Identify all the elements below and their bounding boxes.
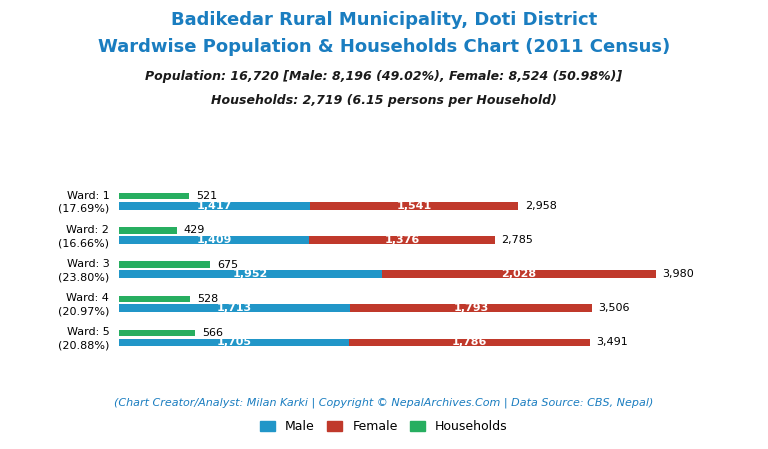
Text: 2,958: 2,958 — [525, 201, 557, 211]
Text: Wardwise Population & Households Chart (2011 Census): Wardwise Population & Households Chart (… — [98, 38, 670, 56]
Bar — [119, 236, 309, 244]
Bar — [119, 193, 189, 199]
Text: 1,952: 1,952 — [233, 269, 268, 279]
Text: 1,713: 1,713 — [217, 303, 252, 313]
Bar — [119, 270, 382, 278]
Text: 2,785: 2,785 — [502, 235, 533, 245]
Text: 3,506: 3,506 — [598, 303, 630, 313]
Text: Households: 2,719 (6.15 persons per Household): Households: 2,719 (6.15 persons per Hous… — [211, 94, 557, 107]
Bar — [119, 304, 350, 312]
Text: 429: 429 — [184, 225, 205, 235]
Text: 566: 566 — [202, 328, 223, 338]
Text: Badikedar Rural Municipality, Doti District: Badikedar Rural Municipality, Doti Distr… — [170, 11, 598, 29]
Text: 1,376: 1,376 — [384, 235, 419, 245]
Text: 1,417: 1,417 — [197, 201, 232, 211]
Bar — [309, 236, 495, 244]
Text: 1,793: 1,793 — [453, 303, 488, 313]
Text: 1,705: 1,705 — [217, 337, 251, 348]
Bar — [382, 270, 656, 278]
Text: Population: 16,720 [Male: 8,196 (49.02%), Female: 8,524 (50.98%)]: Population: 16,720 [Male: 8,196 (49.02%)… — [145, 70, 623, 83]
Text: 3,980: 3,980 — [663, 269, 694, 279]
Bar — [119, 227, 177, 233]
Text: 1,786: 1,786 — [452, 337, 487, 348]
Bar — [349, 339, 590, 346]
Bar — [119, 339, 349, 346]
Bar — [310, 202, 518, 210]
Bar — [119, 261, 210, 268]
Text: 2,028: 2,028 — [502, 269, 537, 279]
Bar — [350, 304, 592, 312]
Bar — [119, 202, 310, 210]
Text: 1,409: 1,409 — [197, 235, 232, 245]
Text: 521: 521 — [196, 191, 217, 201]
Text: (Chart Creator/Analyst: Milan Karki | Copyright © NepalArchives.Com | Data Sourc: (Chart Creator/Analyst: Milan Karki | Co… — [114, 397, 654, 408]
Text: 1,541: 1,541 — [396, 201, 432, 211]
Text: 3,491: 3,491 — [597, 337, 628, 348]
Legend: Male, Female, Households: Male, Female, Households — [255, 415, 513, 438]
Text: 675: 675 — [217, 260, 238, 269]
Bar — [119, 330, 195, 336]
Bar — [119, 295, 190, 302]
Text: 528: 528 — [197, 294, 218, 304]
